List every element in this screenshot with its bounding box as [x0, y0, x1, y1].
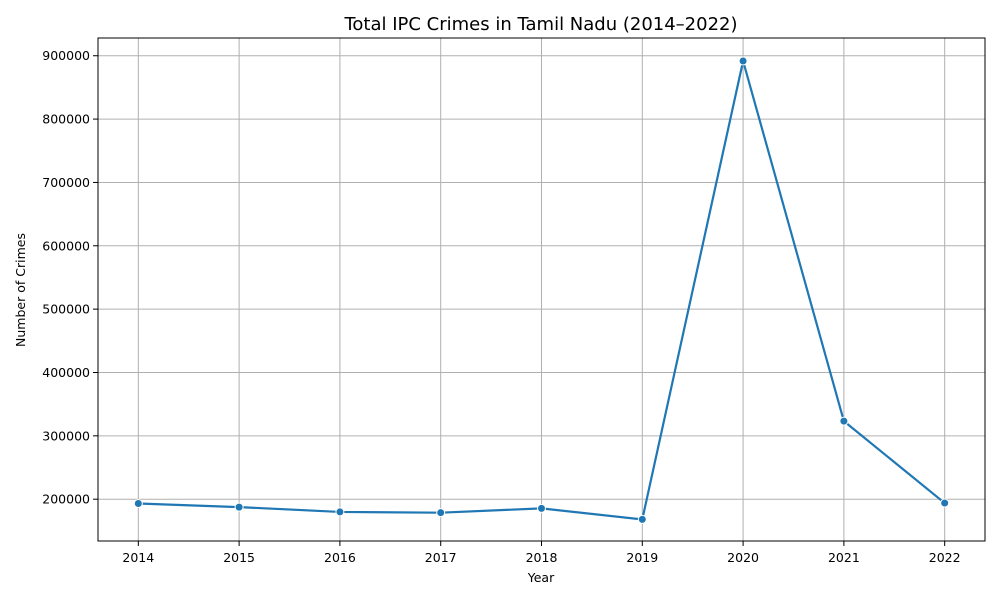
- grid: [98, 38, 985, 541]
- x-tick-label: 2014: [122, 550, 154, 565]
- x-tick-label: 2022: [929, 550, 961, 565]
- x-tick-label: 2017: [425, 550, 457, 565]
- x-tick-label: 2019: [626, 550, 658, 565]
- x-axis: 2014 2015 2016 2017 2018 2019 2020 2021 2022: [122, 541, 961, 565]
- data-point: [940, 498, 950, 508]
- data-point: [133, 498, 143, 508]
- y-tick-label: 600000: [42, 238, 90, 253]
- chart-title: Total IPC Crimes in Tamil Nadu (2014–202…: [343, 14, 737, 35]
- x-tick-label: 2021: [828, 550, 860, 565]
- data-point: [335, 507, 345, 517]
- y-tick-label: 200000: [42, 492, 90, 507]
- y-tick-label: 800000: [42, 112, 90, 127]
- y-tick-label: 700000: [42, 175, 90, 190]
- data-point: [234, 502, 244, 512]
- data-point: [637, 514, 647, 524]
- x-tick-label: 2018: [526, 550, 558, 565]
- x-tick-label: 2020: [727, 550, 759, 565]
- x-axis-label: Year: [527, 570, 555, 585]
- data-point: [436, 508, 446, 518]
- x-tick-label: 2016: [324, 550, 356, 565]
- y-tick-label: 300000: [42, 428, 90, 443]
- y-tick-label: 900000: [42, 48, 90, 63]
- data-point: [738, 56, 748, 66]
- y-axis: 200000 300000 400000 500000 600000 700000 8000…: [42, 48, 98, 507]
- data-point: [537, 503, 546, 513]
- x-tick-label: 2015: [223, 550, 255, 565]
- series-layer: [133, 56, 950, 524]
- y-axis-label: Number of Crimes: [13, 233, 28, 347]
- y-tick-label: 500000: [42, 302, 90, 317]
- data-point: [839, 416, 849, 426]
- y-tick-label: 400000: [42, 365, 90, 380]
